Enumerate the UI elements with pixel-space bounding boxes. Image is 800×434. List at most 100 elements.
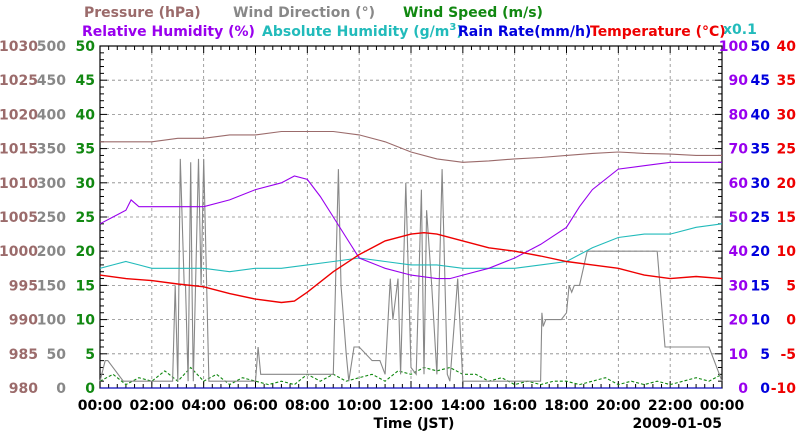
- y-tick-label-temperature: -5: [780, 347, 796, 363]
- y-tick-label-humidity: 0: [738, 381, 748, 397]
- y-tick-label-wind-speed: 0: [85, 381, 95, 397]
- series-line-absolute-humidity-g-m3-x0-1: [99, 223, 723, 273]
- title-temperature-suffix: ): [719, 24, 725, 40]
- y-tick-label-temperature: 15: [777, 210, 796, 226]
- y-tick-label-pressure: 990: [9, 313, 38, 329]
- title-rain-rate: Rain Rate(mm/h): [458, 24, 591, 40]
- title-row-1: Pressure (hPa) Wind Direction (°) Wind S…: [84, 5, 757, 38]
- y-tick-label-temperature: 35: [777, 73, 796, 89]
- y-tick-label-rain-rate: 30: [751, 176, 771, 192]
- x-axis-label: Time (JST): [374, 416, 455, 432]
- y-tick-label-temperature: 10: [777, 244, 797, 260]
- title-wind-speed: Wind Speed (m/s): [403, 5, 543, 21]
- series-line-wind-direction: [99, 158, 723, 382]
- series-lines: [99, 130, 723, 389]
- y-tick-label-pressure: 1000: [0, 244, 38, 260]
- y-axes: 1030102510201015101010051000995990985980…: [0, 39, 796, 397]
- y-tick-label-wind-direction: 300: [37, 176, 66, 192]
- title-absolute-humidity: Absolute Humidity (g/m3): [262, 22, 463, 40]
- y-tick-label-humidity: 100: [719, 39, 748, 55]
- y-tick-label-wind-direction: 450: [37, 73, 66, 89]
- y-tick-label-humidity: 80: [729, 107, 749, 123]
- title-absolute-humidity-exp: 3: [449, 22, 456, 33]
- y-tick-label-wind-speed: 15: [76, 278, 95, 294]
- x-axis: 00:00 02:00 04:00 06:00 08:00 10:00 12:00 14:00…: [78, 398, 745, 414]
- y-tick-label-rain-rate: 25: [751, 210, 770, 226]
- y-tick-label-wind-speed: 20: [76, 244, 96, 260]
- series-line-wind-speed-m-s: [99, 366, 723, 386]
- y-tick-label-temperature: 25: [777, 142, 796, 158]
- y-tick-label-pressure: 1030: [0, 39, 38, 55]
- y-tick-label-rain-rate: 40: [751, 107, 771, 123]
- series-line-pressure-hpa: [100, 130, 722, 163]
- title-absolute-humidity-suffix: ): [456, 24, 462, 40]
- y-tick-label-pressure: 1015: [0, 142, 38, 158]
- title-absolute-humidity-prefix: Absolute Humidity (g/m: [262, 24, 449, 40]
- y-tick-label-pressure: 1020: [0, 107, 38, 123]
- y-tick-label-rain-rate: 35: [751, 142, 770, 158]
- y-tick-label-temperature: 5: [786, 278, 796, 294]
- abs-humidity-scale: x0.1: [723, 22, 757, 38]
- y-tick-label-rain-rate: 10: [751, 313, 771, 329]
- y-tick-label-rain-rate: 45: [751, 73, 770, 89]
- y-tick-label-pressure: 1005: [0, 210, 38, 226]
- y-tick-label-wind-speed: 30: [76, 176, 96, 192]
- y-tick-label-wind-speed: 25: [76, 210, 95, 226]
- y-tick-label-humidity: 60: [729, 176, 749, 192]
- y-tick-label-wind-direction: 0: [56, 381, 66, 397]
- x-tick-label: 10:00: [337, 398, 382, 414]
- y-tick-label-wind-speed: 35: [76, 142, 95, 158]
- y-tick-label-humidity: 70: [729, 142, 749, 158]
- y-tick-label-pressure: 995: [9, 278, 38, 294]
- y-tick-label-rain-rate: 5: [760, 347, 770, 363]
- title-relative-humidity: Relative Humidity (%): [82, 24, 255, 40]
- y-tick-label-temperature: 20: [777, 176, 797, 192]
- y-tick-label-wind-speed: 5: [85, 347, 95, 363]
- x-tick-label: 00:00: [700, 398, 745, 414]
- y-tick-label-humidity: 90: [729, 73, 749, 89]
- y-tick-label-temperature: 30: [777, 107, 797, 123]
- y-tick-label-wind-direction: 200: [37, 244, 66, 260]
- series-line-temperature-c: [99, 231, 723, 304]
- y-tick-label-rain-rate: 20: [751, 244, 771, 260]
- y-tick-label-humidity: 50: [729, 210, 749, 226]
- y-tick-label-wind-direction: 400: [37, 107, 66, 123]
- title-temperature-prefix: Temperature (: [590, 24, 702, 40]
- y-tick-label-wind-direction: 500: [37, 39, 66, 55]
- x-tick-label: 18:00: [544, 398, 589, 414]
- y-tick-label-pressure: 985: [9, 347, 38, 363]
- x-tick-label: 16:00: [492, 398, 537, 414]
- x-tick-label: 00:00: [78, 398, 123, 414]
- y-tick-label-wind-direction: 150: [37, 278, 66, 294]
- y-tick-label-humidity: 20: [729, 313, 749, 329]
- y-tick-label-humidity: 30: [729, 278, 749, 294]
- y-tick-label-wind-direction: 50: [47, 347, 67, 363]
- title-temperature: Temperature (°C): [590, 24, 726, 40]
- y-tick-label-wind-speed: 40: [76, 107, 96, 123]
- y-tick-label-wind-direction: 100: [37, 313, 66, 329]
- title-pressure: Pressure (hPa): [84, 5, 201, 21]
- y-tick-label-wind-speed: 50: [76, 39, 96, 55]
- y-tick-label-rain-rate: 0: [760, 381, 770, 397]
- y-tick-label-wind-speed: 10: [76, 313, 96, 329]
- x-tick-label: 02:00: [130, 398, 175, 414]
- y-tick-label-humidity: 10: [729, 347, 749, 363]
- x-tick-label: 08:00: [285, 398, 330, 414]
- x-tick-label: 04:00: [181, 398, 226, 414]
- y-tick-label-wind-speed: 45: [76, 73, 95, 89]
- y-tick-label-pressure: 1025: [0, 73, 38, 89]
- x-tick-label: 14:00: [441, 398, 486, 414]
- y-tick-label-rain-rate: 15: [751, 278, 770, 294]
- x-tick-label: 22:00: [648, 398, 693, 414]
- x-tick-label: 06:00: [233, 398, 278, 414]
- series-line-relative-humidity: [99, 161, 722, 280]
- title-temperature-unit: °C: [702, 24, 719, 40]
- grid: [100, 46, 722, 388]
- plot-frame: [99, 45, 723, 389]
- y-tick-label-humidity: 40: [729, 244, 749, 260]
- y-tick-label-temperature: -10: [771, 381, 797, 397]
- y-tick-label-wind-direction: 250: [37, 210, 66, 226]
- y-tick-label-wind-direction: 350: [37, 142, 66, 158]
